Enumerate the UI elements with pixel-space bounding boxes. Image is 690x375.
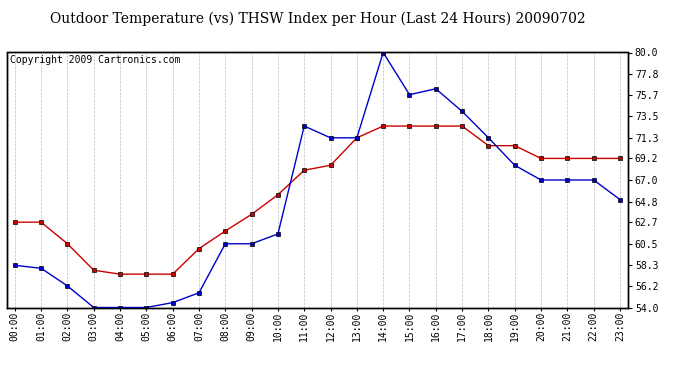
Text: Outdoor Temperature (vs) THSW Index per Hour (Last 24 Hours) 20090702: Outdoor Temperature (vs) THSW Index per … <box>50 11 585 26</box>
Text: Copyright 2009 Cartronics.com: Copyright 2009 Cartronics.com <box>10 55 180 65</box>
